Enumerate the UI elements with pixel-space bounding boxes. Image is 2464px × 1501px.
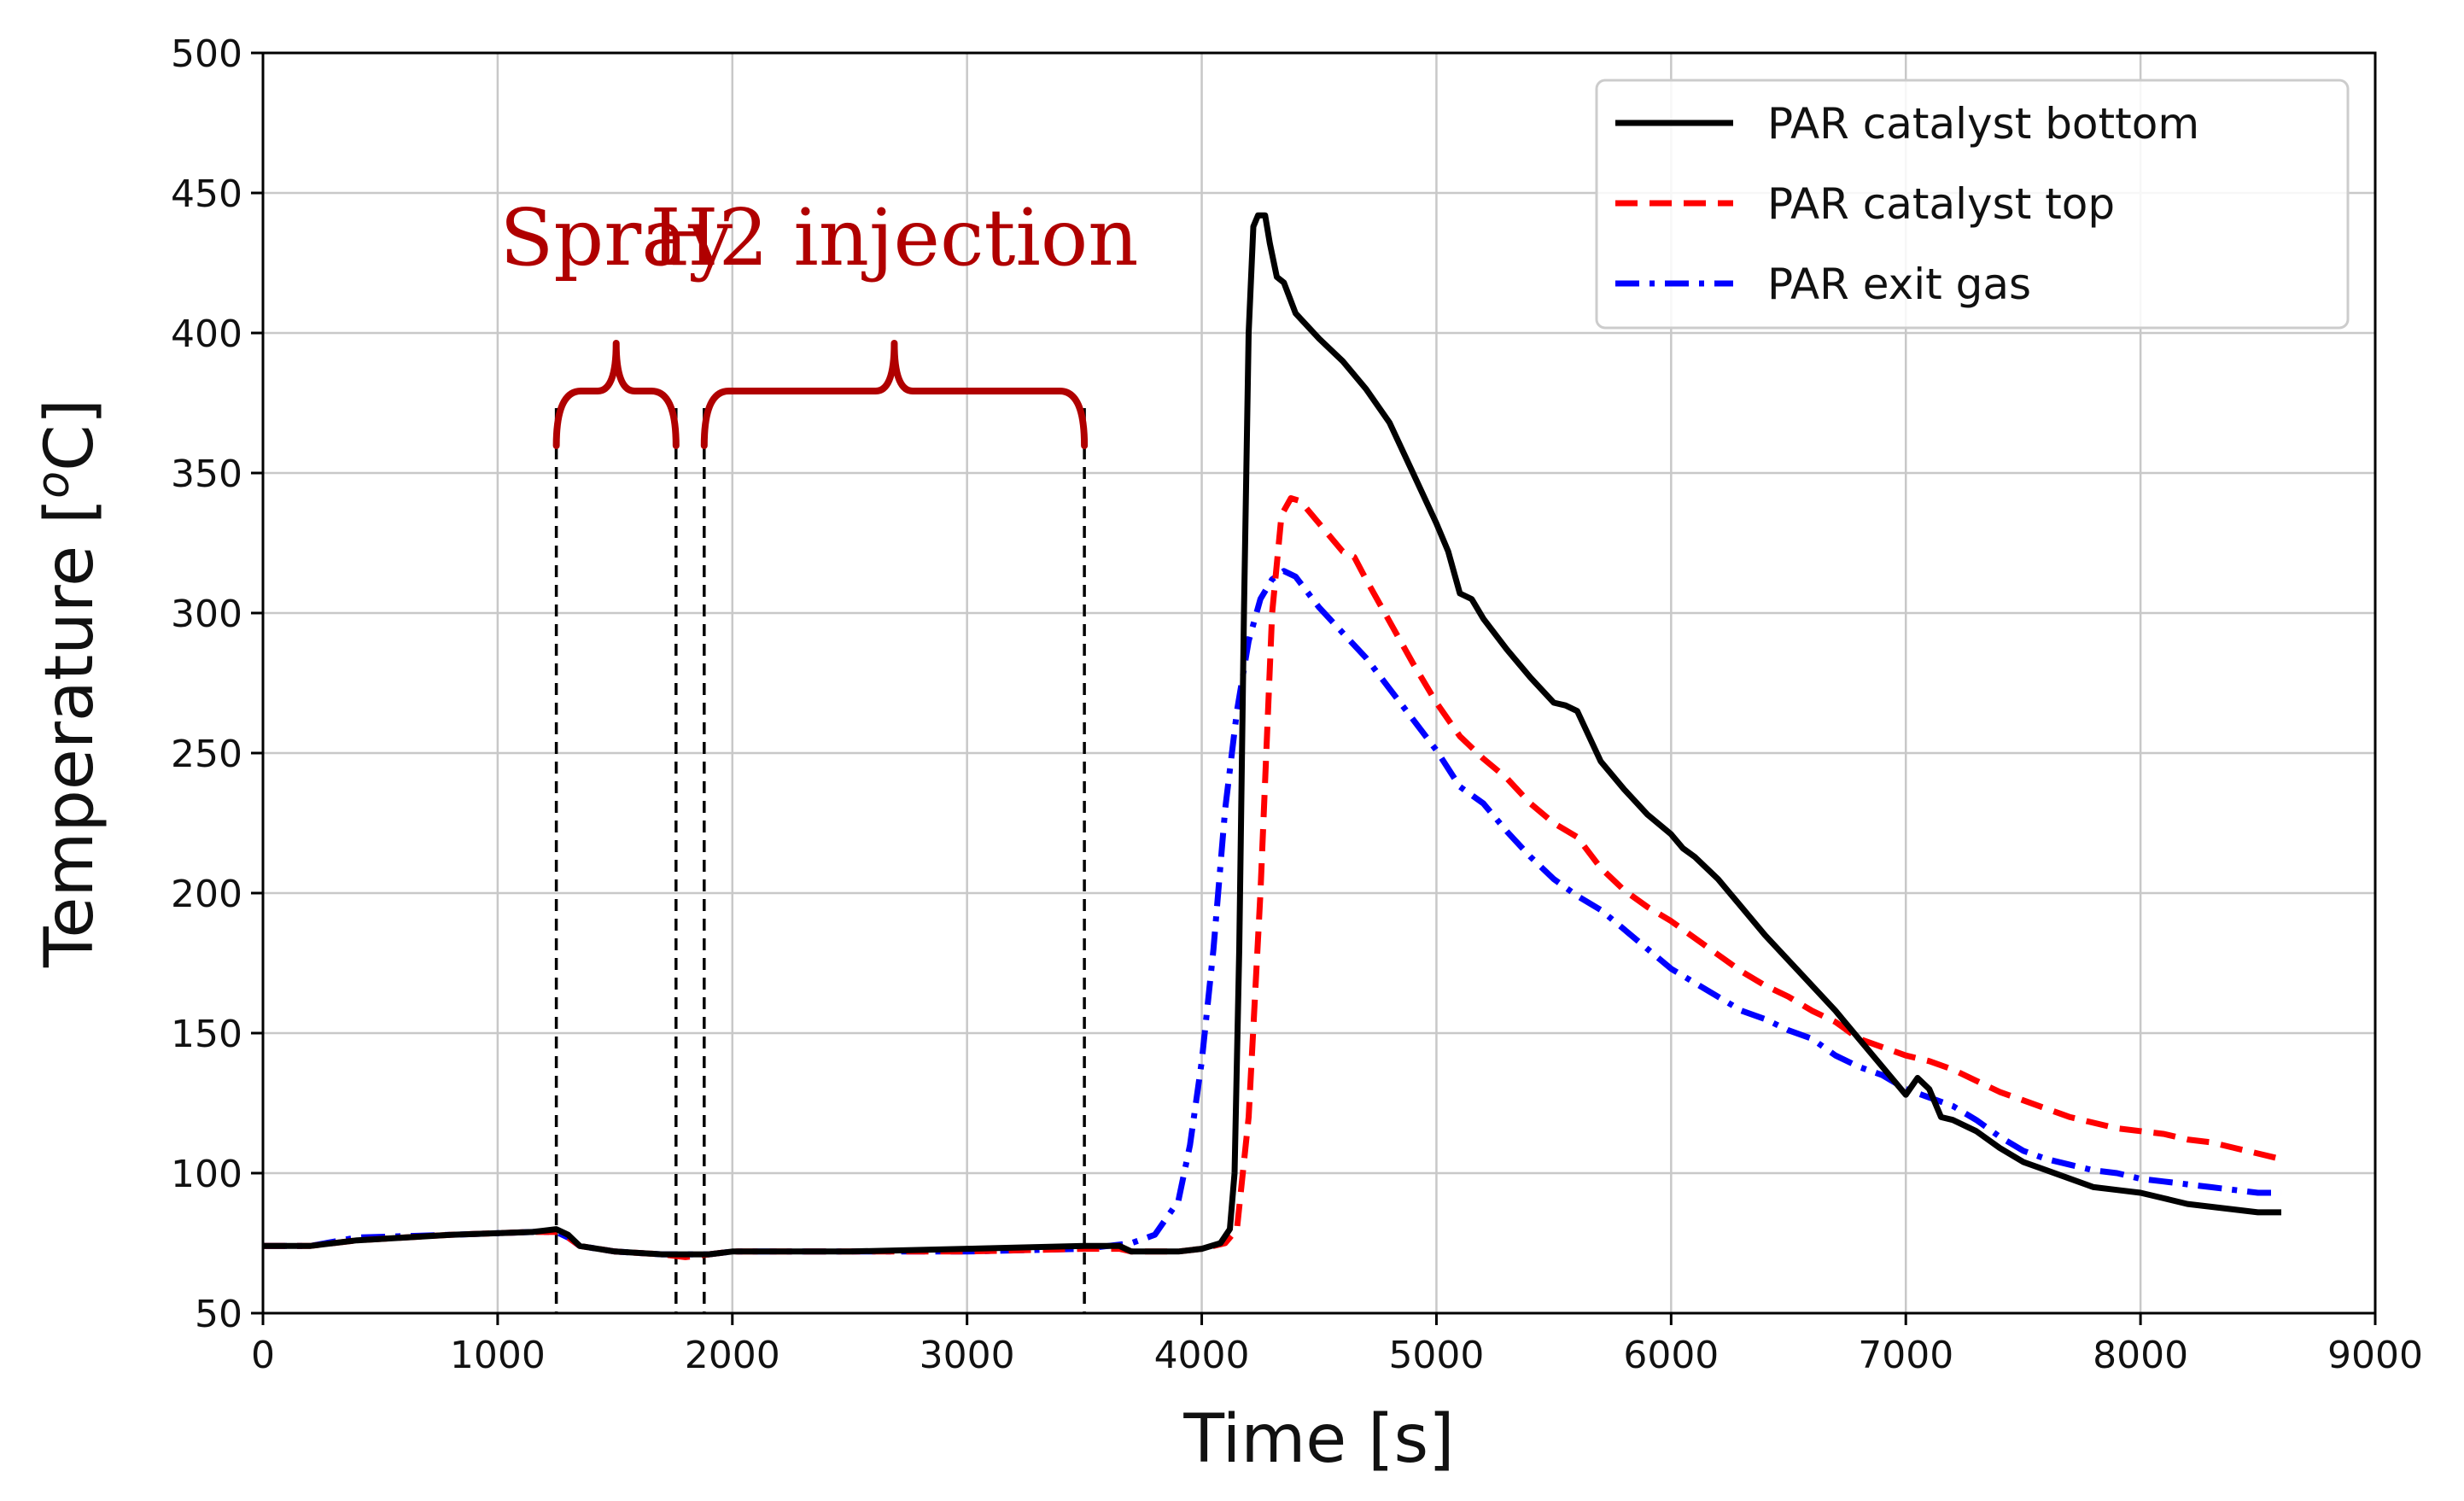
y-tick-label: 100 — [171, 1153, 242, 1196]
y-tick-label: 500 — [171, 32, 242, 76]
data-series — [263, 212, 2282, 1260]
x-tick-label: 9000 — [2327, 1334, 2423, 1377]
x-tick-label: 0 — [251, 1334, 275, 1377]
legend-label: PAR catalyst top — [1767, 179, 2115, 229]
y-tick-label: 450 — [171, 172, 242, 216]
annotation-brace — [700, 340, 1089, 449]
y-axis-title: Temperature [oC] — [28, 399, 108, 968]
annotation-label: H2 injection — [650, 192, 1138, 283]
annotation-label: Spray — [499, 192, 733, 283]
legend-box — [1595, 79, 2350, 330]
x-axis-title: Time [s] — [1182, 1401, 1454, 1478]
legend: PAR catalyst bottom PAR catalyst top PAR e… — [1595, 79, 2350, 330]
x-tick-label: 3000 — [920, 1334, 1015, 1377]
y-tick-label: 300 — [171, 593, 242, 636]
x-tick-label: 6000 — [1623, 1334, 1719, 1377]
x-tick-label: 5000 — [1388, 1334, 1484, 1377]
annotation-brace — [552, 340, 680, 449]
x-tick-label: 1000 — [450, 1334, 546, 1377]
y-tick-label: 50 — [195, 1293, 242, 1336]
y-tick-label: 200 — [171, 873, 242, 916]
x-tick-label: 8000 — [2093, 1334, 2188, 1377]
axis-ticks: 0 1000 2000 3000 4000 5000 6000 7000 8000 9000 50 1… — [171, 32, 2423, 1377]
plot-frame — [261, 51, 2377, 1315]
x-tick-label: 7000 — [1858, 1334, 1953, 1377]
x-tick-label: 4000 — [1154, 1334, 1250, 1377]
x-tick-label: 2000 — [685, 1334, 780, 1377]
series-line-par-catalyst-bottom — [263, 212, 2281, 1258]
y-tick-label: 250 — [171, 733, 242, 776]
y-tick-label: 400 — [171, 312, 242, 356]
y-tick-label: 350 — [171, 453, 242, 496]
series-line-par-exit-gas — [263, 568, 2281, 1258]
legend-label: PAR catalyst bottom — [1767, 99, 2199, 149]
annotation-markers — [552, 340, 1089, 1313]
legend-label: PAR exit gas — [1767, 260, 2031, 309]
series-line-par-catalyst-top — [263, 495, 2282, 1260]
y-tick-label: 150 — [171, 1013, 242, 1056]
